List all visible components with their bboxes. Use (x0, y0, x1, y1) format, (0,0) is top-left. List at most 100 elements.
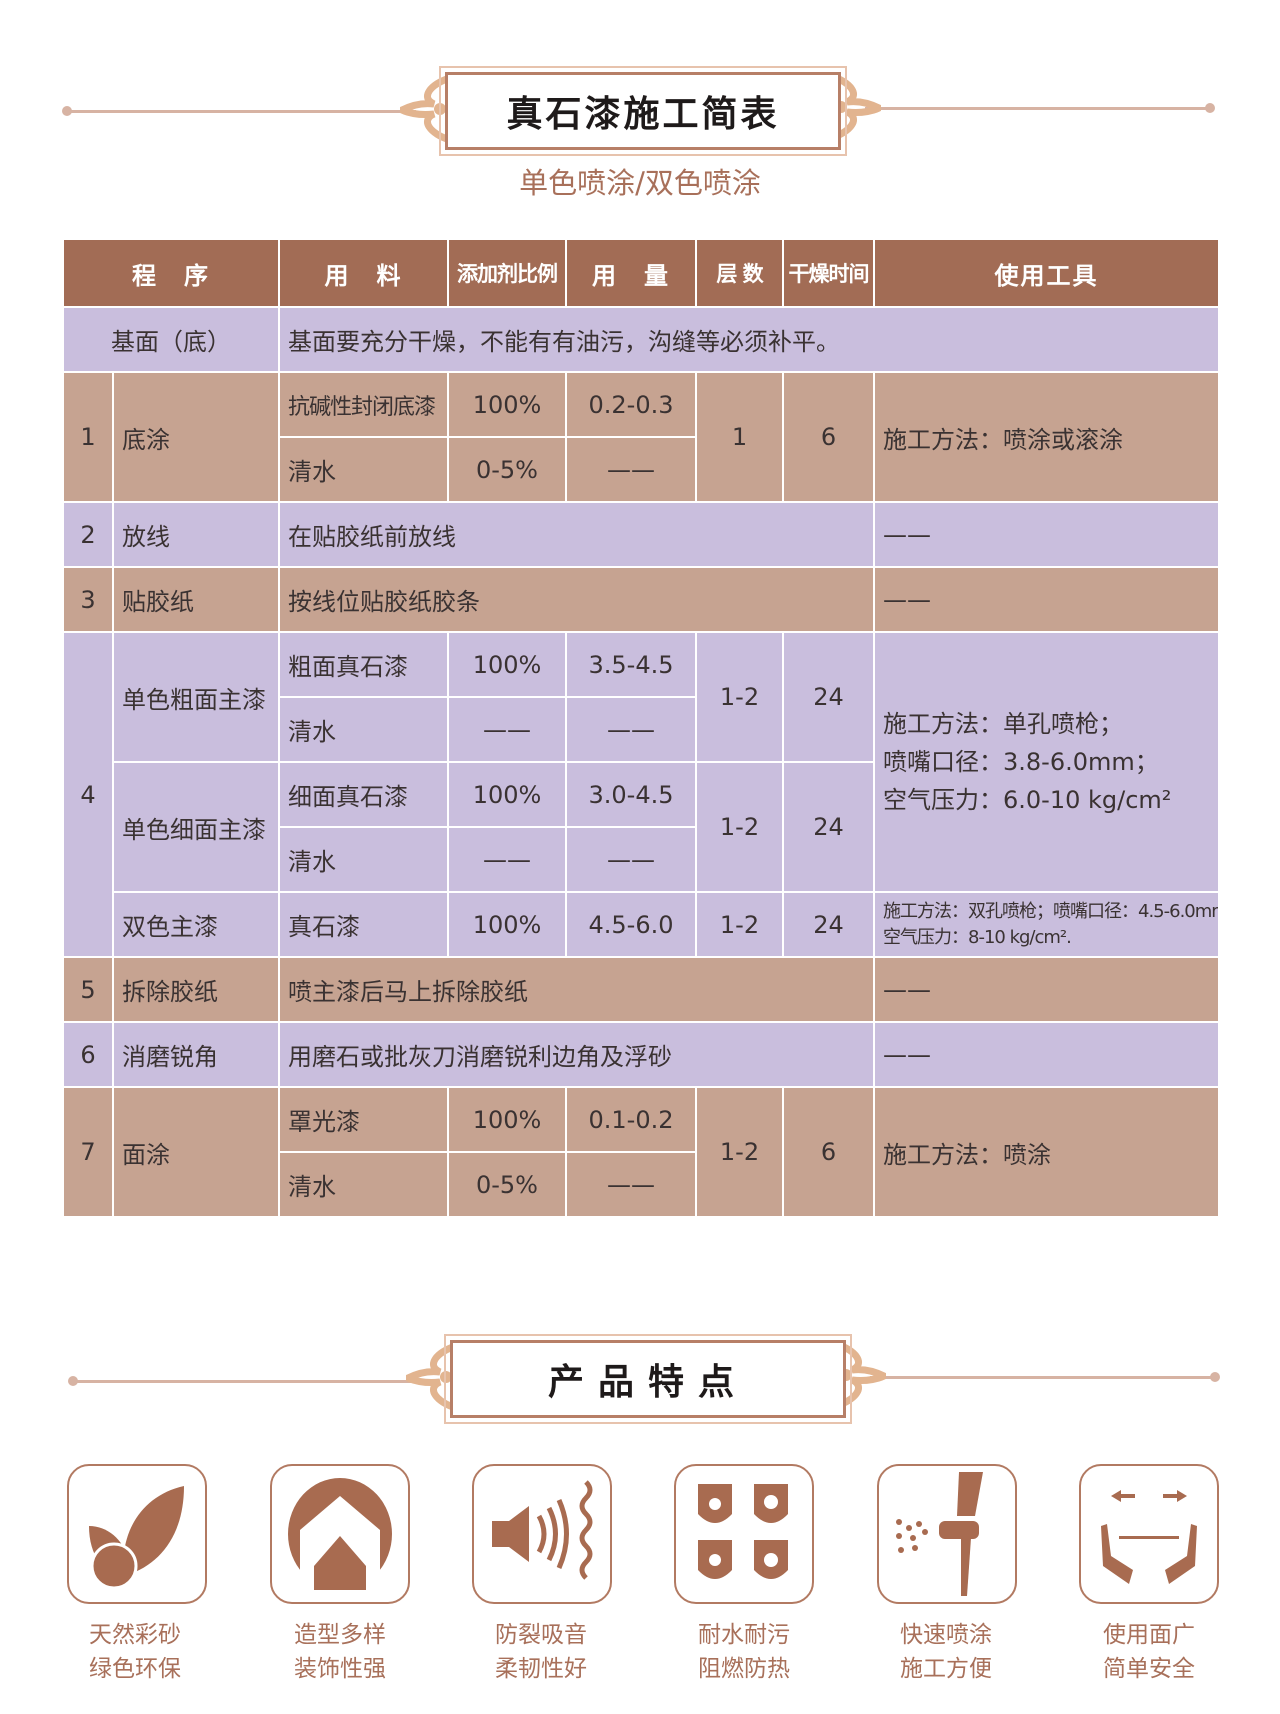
amount: 3.5-4.5 (565, 631, 697, 698)
construction-table: 程 序 用 料 添加剂比例 用 量 层 数 干燥时间 使用工具 基面（底） 基面… (62, 238, 1220, 1218)
ratio: 100% (447, 891, 567, 958)
step-number: 7 (62, 1086, 114, 1218)
features-rule-dot (1210, 1372, 1220, 1382)
feature-line: 施工方便 (900, 1656, 992, 1682)
amount: 0.1-0.2 (565, 1086, 697, 1153)
material: 抗碱性封闭底漆 (278, 371, 449, 438)
amount: —— (565, 826, 697, 893)
header-material: 用 料 (278, 238, 449, 308)
step-name: 单色粗面主漆 (112, 631, 280, 763)
ornament-left-icon (400, 74, 452, 144)
table-row-1: 1 底涂 抗碱性封闭底漆 100% 0.2-0.3 1 6 施工方法：喷涂或滚涂 (62, 371, 1220, 503)
title-rule-left (66, 110, 416, 113)
feature-line: 简单安全 (1103, 1656, 1195, 1682)
ratio: 100% (447, 371, 567, 438)
step-text: 喷主漆后马上拆除胶纸 (278, 956, 875, 1023)
table-row-4e: 双色主漆 真石漆 100% 4.5-6.0 1-2 24 施工方法：双孔喷枪；喷… (63, 891, 1220, 958)
ratio: 0-5% (447, 1151, 567, 1218)
table-row-4d: 清水 —— —— (63, 826, 1219, 893)
features-banner: 产品特点 (444, 1334, 852, 1424)
header-ratio: 添加剂比例 (447, 238, 567, 308)
features-rule-dot (68, 1376, 78, 1386)
step-number: 2 (62, 501, 114, 568)
table-row-5: 5 拆除胶纸 喷主漆后马上拆除胶纸 —— (62, 956, 1220, 1023)
amount: —— (565, 696, 697, 763)
ratio: 100% (447, 631, 567, 698)
title-rule-dot (1205, 103, 1215, 113)
tools-line: 施工方法：双孔喷枪；喷嘴口径：4.5-6.0mm； (883, 900, 1219, 922)
material: 清水 (278, 826, 449, 893)
amount: 4.5-6.0 (565, 891, 697, 958)
step-number: 5 (62, 956, 114, 1023)
table-header-row: 程 序 用 料 添加剂比例 用 量 层 数 干燥时间 使用工具 (62, 238, 1220, 308)
tools-line: 喷嘴口径：3.8-6.0mm； (883, 748, 1159, 776)
feature-label: 使用面广 简单安全 (1059, 1618, 1239, 1686)
layers: 1-2 (695, 1086, 784, 1218)
amount: —— (565, 436, 697, 503)
dry-time: 24 (782, 891, 875, 958)
tools-line: 施工方法：单孔喷枪； (883, 710, 1123, 738)
material: 粗面真石漆 (278, 631, 449, 698)
header-layers: 层 数 (695, 238, 784, 308)
dry-time: 24 (782, 761, 875, 893)
dry-time: 6 (782, 1086, 875, 1218)
step-number: 6 (62, 1021, 114, 1088)
dry-time: 6 (782, 371, 875, 503)
feature-label: 耐水耐污 阻燃防热 (654, 1618, 834, 1686)
tools: —— (873, 501, 1220, 568)
step-number: 3 (62, 566, 114, 633)
tools: —— (873, 1021, 1220, 1088)
feature-line: 装饰性强 (294, 1656, 386, 1682)
page-subtitle: 单色喷涂/双色喷涂 (519, 166, 761, 200)
step-number: 1 (62, 371, 114, 503)
tools-single: 施工方法：单孔喷枪； 喷嘴口径：3.8-6.0mm； 空气压力：6.0-10 k… (873, 631, 1220, 893)
leaf-globe-icon (67, 1464, 207, 1604)
feature-label: 防裂吸音 柔韧性好 (451, 1618, 631, 1686)
feature-line: 柔韧性好 (495, 1656, 587, 1682)
material: 清水 (278, 436, 449, 503)
feature-line: 快速喷涂 (900, 1622, 992, 1648)
step-name: 双色主漆 (112, 891, 280, 958)
step-name: 单色细面主漆 (112, 761, 280, 893)
feature-label: 造型多样 装饰性强 (250, 1618, 430, 1686)
table-row-6: 6 消磨锐角 用磨石或批灰刀消磨锐利边角及浮砂 —— (62, 1021, 1220, 1088)
step-text: 用磨石或批灰刀消磨锐利边角及浮砂 (278, 1021, 875, 1088)
tools-line: 空气压力：8-10 kg/cm². (883, 926, 1072, 948)
step-name: 拆除胶纸 (112, 956, 280, 1023)
feature-label: 天然彩砂 绿色环保 (45, 1618, 225, 1686)
table-row-3: 3 贴胶纸 按线位贴胶纸胶条 —— (62, 566, 1220, 633)
step-name: 底涂 (112, 371, 280, 503)
tools-line: 空气压力：6.0-10 kg/cm² (883, 786, 1172, 814)
material: 清水 (278, 696, 449, 763)
feature-line: 造型多样 (294, 1622, 386, 1648)
feature-line: 天然彩砂 (89, 1622, 181, 1648)
header-dry-time: 干燥时间 (782, 238, 875, 308)
features-title: 产品特点 (547, 1361, 748, 1403)
title-rule-right (865, 107, 1210, 110)
tools: 施工方法：喷涂 (873, 1086, 1220, 1218)
hands-arrows-icon (1079, 1464, 1219, 1604)
feature-line: 防裂吸音 (495, 1622, 587, 1648)
ratio: 100% (447, 1086, 567, 1153)
material: 清水 (278, 1151, 449, 1218)
ratio: 100% (447, 761, 567, 828)
step-name: 面涂 (112, 1086, 280, 1218)
ornament-left-icon (406, 1342, 458, 1412)
amount: —— (565, 1151, 697, 1218)
material: 细面真石漆 (278, 761, 449, 828)
features-rule-right (870, 1376, 1215, 1379)
step-name: 放线 (112, 501, 280, 568)
feature-line: 耐水耐污 (698, 1622, 790, 1648)
tools-double: 施工方法：双孔喷枪；喷嘴口径：4.5-6.0mm； 空气压力：8-10 kg/c… (873, 891, 1220, 958)
features-rule-left (72, 1380, 422, 1383)
header-amount: 用 量 (565, 238, 697, 308)
ratio: —— (447, 696, 567, 763)
table-row-base: 基面（底） 基面要充分干燥，不能有有油污，沟缝等必须补平。 (62, 306, 1220, 373)
title-banner: 真石漆施工简表 (439, 66, 847, 156)
step-name: 贴胶纸 (112, 566, 280, 633)
header-tools: 使用工具 (873, 238, 1220, 308)
tools: —— (873, 956, 1220, 1023)
step-number: 4 (62, 631, 114, 958)
feature-line: 阻燃防热 (698, 1656, 790, 1682)
layers: 1-2 (695, 891, 784, 958)
